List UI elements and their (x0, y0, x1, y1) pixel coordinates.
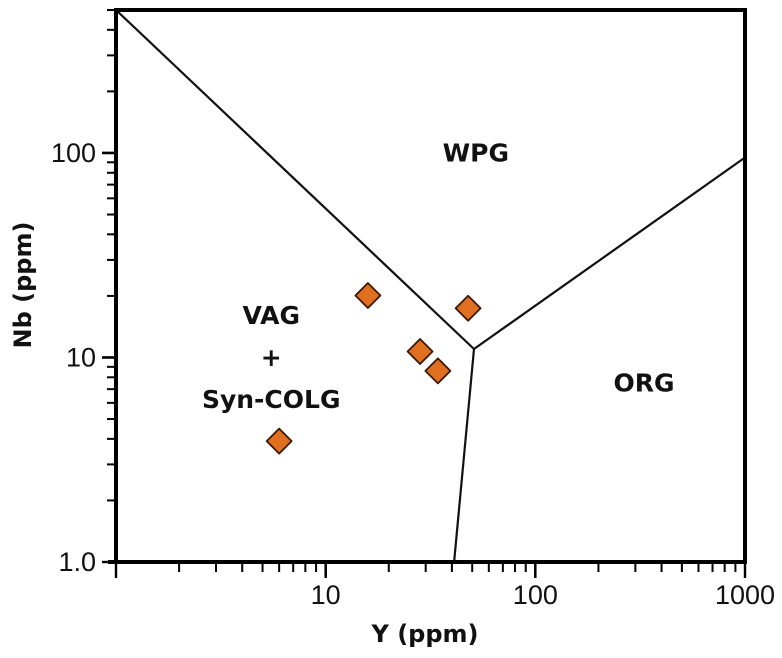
data-point-diamond (265, 427, 293, 455)
field-label-vag-syn-colg: Syn-COLG (202, 385, 341, 414)
y-tick-label: 10 (66, 342, 96, 372)
y-axis-title: Nb (ppm) (9, 222, 37, 349)
field-labels: WPG VAG + Syn-COLG ORG (202, 138, 675, 414)
x-tick-label: 100 (513, 580, 558, 610)
boundary-line-2 (473, 156, 746, 350)
y-tick-label: 1.0 (58, 547, 96, 577)
axes (102, 8, 747, 578)
field-label-vag-syn-colg: + (261, 343, 282, 372)
x-tick-label: 1000 (715, 580, 775, 610)
data-point-diamond (406, 338, 434, 365)
data-point-diamond (354, 282, 382, 309)
boundary-line-1 (115, 9, 475, 350)
data-points (265, 282, 482, 455)
x-tick-label: 10 (311, 580, 341, 610)
field-label-wpg: WPG (443, 138, 509, 167)
tick-labels: 10 100 1000 1.0 10 100 (51, 138, 775, 610)
field-label-vag-syn-colg: VAG (242, 301, 300, 330)
data-point-diamond (454, 294, 482, 322)
field-label-org: ORG (614, 369, 675, 398)
field-boundaries (115, 9, 746, 563)
data-point-diamond (424, 357, 452, 385)
x-axis-title: Y (ppm) (370, 620, 478, 648)
boundary-line-3 (453, 348, 476, 563)
y-tick-label: 100 (51, 138, 96, 168)
